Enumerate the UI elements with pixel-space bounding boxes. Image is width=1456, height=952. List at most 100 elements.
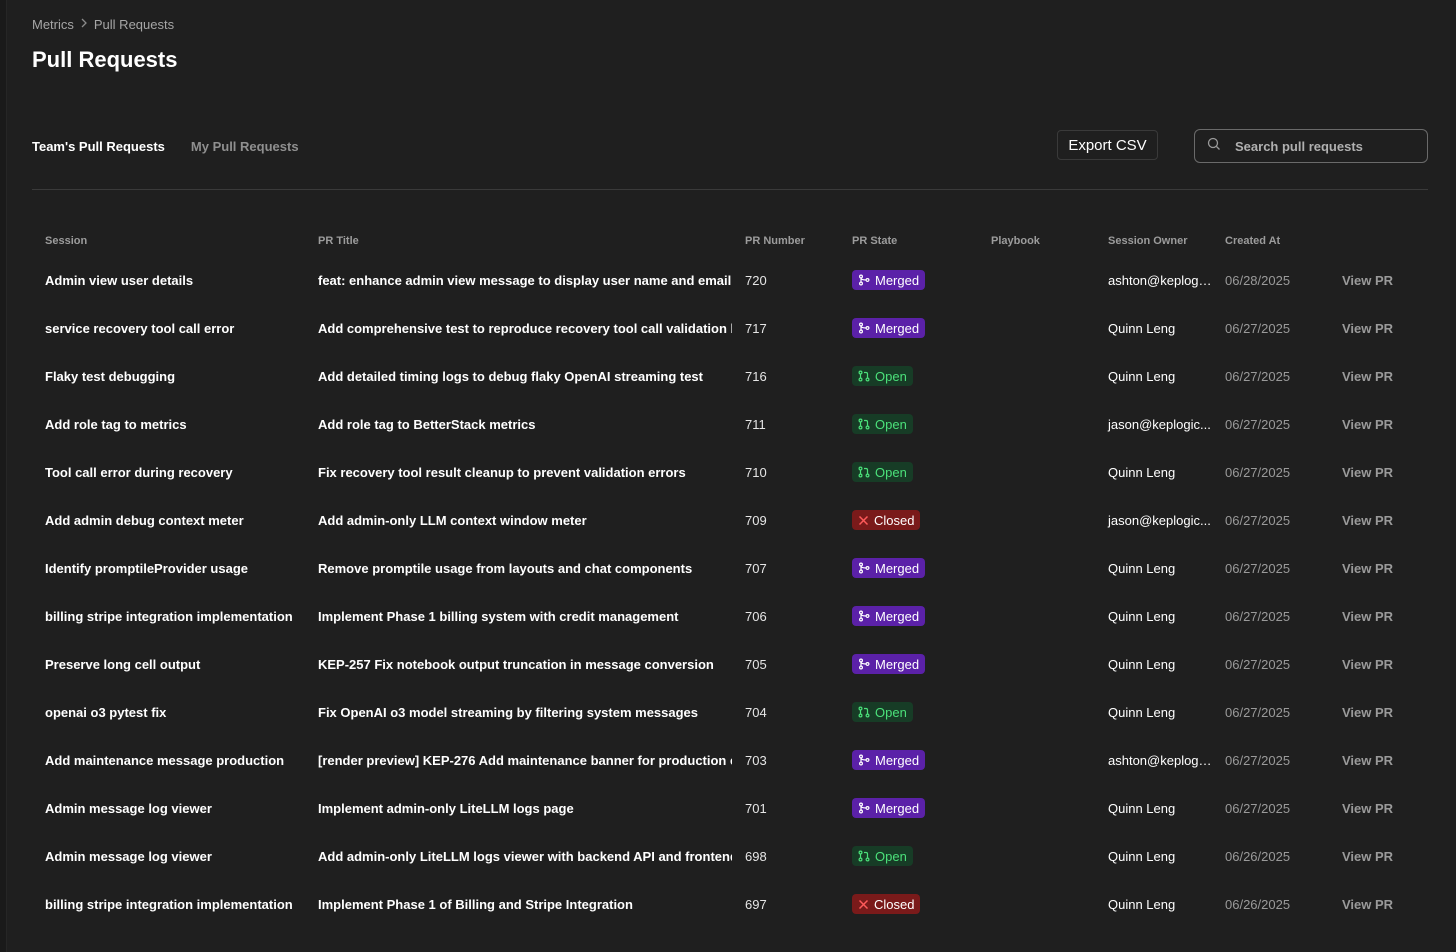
- session-cell[interactable]: Identify promptileProvider usage: [45, 560, 248, 576]
- status-badge-label: Open: [875, 464, 907, 480]
- table-row[interactable]: Admin message log viewer Add admin-only L…: [32, 832, 1422, 880]
- search-icon: [1207, 137, 1221, 156]
- session-cell[interactable]: Admin message log viewer: [45, 848, 212, 864]
- session-cell[interactable]: billing stripe integration implementatio…: [45, 896, 293, 912]
- playbook-cell: [978, 880, 1095, 928]
- playbook-cell: [978, 304, 1095, 352]
- pr-state-cell: Open: [839, 352, 978, 400]
- table-row[interactable]: billing stripe integration implementatio…: [32, 592, 1422, 640]
- session-cell[interactable]: Admin message log viewer: [45, 800, 212, 816]
- status-badge: Open: [852, 846, 913, 866]
- session-cell[interactable]: Add maintenance message production: [45, 752, 285, 768]
- view-pr-link[interactable]: View PR: [1342, 656, 1394, 672]
- table-row[interactable]: Add maintenance message production [rende…: [32, 736, 1422, 784]
- table-row[interactable]: Add admin debug context meter Add admin-o…: [32, 496, 1422, 544]
- created-at-cell: 06/27/2025: [1225, 560, 1291, 576]
- search-input[interactable]: [1233, 137, 1417, 155]
- view-pr-link[interactable]: View PR: [1342, 608, 1394, 624]
- session-owner-cell: Quinn Leng: [1108, 464, 1176, 480]
- playbook-cell: [978, 256, 1095, 304]
- table-row[interactable]: Add role tag to metrics Add role tag to B…: [32, 400, 1422, 448]
- view-pr-link[interactable]: View PR: [1342, 272, 1394, 288]
- pr-state-cell: Closed: [839, 496, 978, 544]
- playbook-cell: [978, 640, 1095, 688]
- header-session-owner[interactable]: Session Owner: [1108, 235, 1188, 247]
- status-badge-label: Closed: [874, 896, 915, 912]
- breadcrumb-metrics-link[interactable]: Metrics: [32, 17, 74, 32]
- view-pr-link[interactable]: View PR: [1342, 560, 1394, 576]
- view-pr-link[interactable]: View PR: [1342, 368, 1394, 384]
- session-owner-cell: Quinn Leng: [1108, 656, 1176, 672]
- session-cell[interactable]: Add admin debug context meter: [45, 512, 244, 528]
- table-row[interactable]: service recovery tool call error Add comp…: [32, 304, 1422, 352]
- playbook-cell: [978, 352, 1095, 400]
- table-row[interactable]: Flaky test debugging Add detailed timing …: [32, 352, 1422, 400]
- pr-state-cell: Merged: [839, 256, 978, 304]
- view-pr-link[interactable]: View PR: [1342, 416, 1394, 432]
- pr-state-cell: Closed: [839, 880, 978, 928]
- session-cell[interactable]: service recovery tool call error: [45, 320, 235, 336]
- pr-title-cell: Add detailed timing logs to debug flaky …: [318, 368, 703, 384]
- table-row[interactable]: billing stripe integration implementatio…: [32, 880, 1422, 928]
- view-pr-link[interactable]: View PR: [1342, 848, 1394, 864]
- status-badge: Open: [852, 366, 913, 386]
- git-merge-icon: [858, 754, 870, 766]
- search-box[interactable]: [1194, 129, 1428, 163]
- view-pr-link[interactable]: View PR: [1342, 704, 1394, 720]
- pr-title-cell: Add admin-only LiteLLM logs viewer with …: [318, 848, 732, 864]
- git-pull-request-icon: [858, 418, 870, 430]
- playbook-cell: [978, 784, 1095, 832]
- pr-number-cell: 716: [745, 368, 767, 384]
- header-playbook[interactable]: Playbook: [991, 235, 1040, 247]
- session-cell[interactable]: Tool call error during recovery: [45, 464, 233, 480]
- git-pull-request-icon: [858, 706, 870, 718]
- session-owner-cell: Quinn Leng: [1108, 896, 1176, 912]
- header-created-at[interactable]: Created At: [1225, 235, 1281, 247]
- session-cell[interactable]: billing stripe integration implementatio…: [45, 608, 293, 624]
- status-badge: Merged: [852, 654, 926, 674]
- export-csv-button[interactable]: Export CSV: [1057, 130, 1158, 160]
- view-pr-link[interactable]: View PR: [1342, 464, 1394, 480]
- playbook-cell: [978, 688, 1095, 736]
- pr-number-cell: 701: [745, 800, 767, 816]
- created-at-cell: 06/27/2025: [1225, 320, 1291, 336]
- pr-state-cell: Merged: [839, 544, 978, 592]
- view-pr-link[interactable]: View PR: [1342, 752, 1394, 768]
- header-pr-number[interactable]: PR Number: [745, 235, 805, 247]
- table-row[interactable]: Preserve long cell output KEP-257 Fix not…: [32, 640, 1422, 688]
- pr-title-cell: [render preview] KEP-276 Add maintenance…: [318, 752, 732, 768]
- status-badge-label: Merged: [875, 800, 920, 816]
- header-pr-state[interactable]: PR State: [852, 235, 898, 247]
- git-pull-request-icon: [858, 850, 870, 862]
- header-pr-title[interactable]: PR Title: [318, 235, 359, 247]
- table-row[interactable]: Admin view user details feat: enhance adm…: [32, 256, 1422, 304]
- view-pr-link[interactable]: View PR: [1342, 896, 1394, 912]
- session-cell[interactable]: Admin view user details: [45, 272, 194, 288]
- session-cell[interactable]: Add role tag to metrics: [45, 416, 187, 432]
- header-divider: [32, 189, 1428, 190]
- page-title: Pull Requests: [32, 47, 178, 72]
- table-row[interactable]: Tool call error during recovery Fix recov…: [32, 448, 1422, 496]
- pr-number-cell: 720: [745, 272, 767, 288]
- table-header-row: Session PR Title PR Number PR State Play…: [32, 226, 1422, 256]
- table-row[interactable]: openai o3 pytest fix Fix OpenAI o3 model …: [32, 688, 1422, 736]
- session-cell[interactable]: openai o3 pytest fix: [45, 704, 167, 720]
- pr-title-cell: Add admin-only LLM context window meter: [318, 512, 587, 528]
- status-badge: Open: [852, 414, 913, 434]
- pr-number-cell: 705: [745, 656, 767, 672]
- tab-my-pull-requests[interactable]: My Pull Requests: [190, 139, 299, 154]
- git-merge-icon: [858, 802, 870, 814]
- git-pull-request-icon: [858, 466, 870, 478]
- view-pr-link[interactable]: View PR: [1342, 512, 1394, 528]
- session-cell[interactable]: Preserve long cell output: [45, 656, 201, 672]
- view-pr-link[interactable]: View PR: [1342, 800, 1394, 816]
- table-row[interactable]: Identify promptileProvider usage Remove p…: [32, 544, 1422, 592]
- header-session[interactable]: Session: [45, 235, 88, 247]
- playbook-cell: [978, 736, 1095, 784]
- session-cell[interactable]: Flaky test debugging: [45, 368, 176, 384]
- playbook-cell: [978, 592, 1095, 640]
- table-row[interactable]: Admin message log viewer Implement admin-…: [32, 784, 1422, 832]
- tab-teams-pull-requests[interactable]: Team's Pull Requests: [32, 139, 165, 154]
- status-badge-label: Open: [875, 704, 907, 720]
- view-pr-link[interactable]: View PR: [1342, 320, 1394, 336]
